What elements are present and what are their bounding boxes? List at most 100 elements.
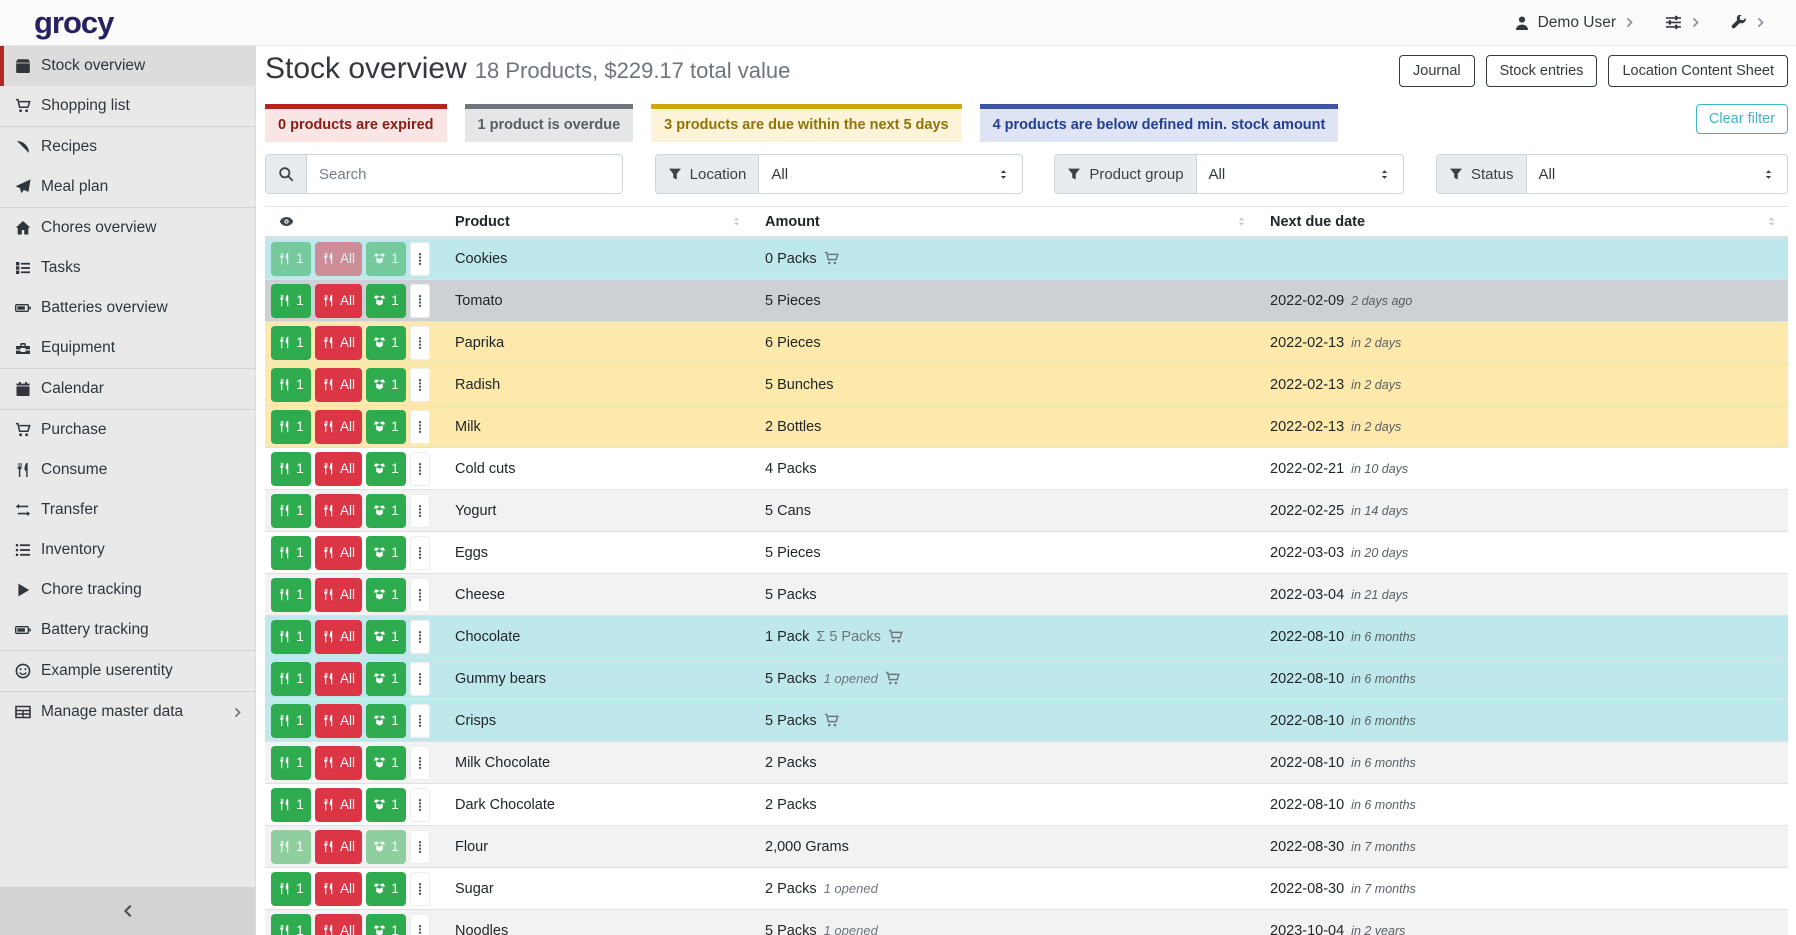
- sidebar-item-tasks[interactable]: Tasks: [0, 248, 255, 288]
- consume-all-button[interactable]: All: [315, 577, 363, 612]
- consume-all-button[interactable]: All: [315, 241, 363, 276]
- row-menu-button[interactable]: [410, 367, 431, 402]
- status-card-expired[interactable]: 0 products are expired: [265, 104, 447, 142]
- row-menu-button[interactable]: [410, 913, 431, 935]
- consume-one-button[interactable]: 1: [271, 493, 311, 528]
- open-one-button[interactable]: 1: [366, 409, 407, 444]
- admin-menu[interactable]: [1731, 14, 1766, 31]
- sidebar-item-meal-plan[interactable]: Meal plan: [0, 167, 255, 207]
- location-filter-select[interactable]: All: [759, 155, 1021, 193]
- app-logo[interactable]: grocy: [34, 4, 114, 40]
- consume-one-button[interactable]: 1: [271, 451, 311, 486]
- consume-all-button[interactable]: All: [315, 283, 363, 318]
- status-card-1-product-is-overdue[interactable]: 1 product is overdue: [464, 104, 634, 142]
- consume-all-button[interactable]: All: [315, 451, 363, 486]
- row-menu-button[interactable]: [410, 745, 431, 780]
- row-menu-button[interactable]: [410, 787, 431, 822]
- open-one-button[interactable]: 1: [366, 787, 407, 822]
- consume-one-button[interactable]: 1: [271, 409, 311, 444]
- column-header-next-due-date[interactable]: Next due date: [1258, 207, 1788, 236]
- row-menu-button[interactable]: [410, 871, 431, 906]
- open-one-button[interactable]: 1: [366, 451, 407, 486]
- consume-all-button[interactable]: All: [315, 367, 363, 402]
- open-one-button[interactable]: 1: [366, 493, 407, 528]
- row-menu-button[interactable]: [410, 619, 431, 654]
- row-menu-button[interactable]: [410, 241, 431, 276]
- consume-all-button[interactable]: All: [315, 535, 363, 570]
- row-menu-button[interactable]: [410, 829, 431, 864]
- consume-one-button[interactable]: 1: [271, 241, 311, 276]
- consume-all-button[interactable]: All: [315, 409, 363, 444]
- open-one-button[interactable]: 1: [366, 913, 407, 935]
- consume-one-button[interactable]: 1: [271, 619, 311, 654]
- row-menu-button[interactable]: [410, 409, 431, 444]
- consume-all-button[interactable]: All: [315, 325, 363, 360]
- consume-all-button[interactable]: All: [315, 619, 363, 654]
- sidebar-item-example-userentity[interactable]: Example userentity: [0, 651, 255, 691]
- consume-one-button[interactable]: 1: [271, 283, 311, 318]
- consume-one-button[interactable]: 1: [271, 367, 311, 402]
- open-one-button[interactable]: 1: [366, 871, 407, 906]
- sidebar-item-transfer[interactable]: Transfer: [0, 490, 255, 530]
- consume-one-button[interactable]: 1: [271, 535, 311, 570]
- row-menu-button[interactable]: [410, 283, 431, 318]
- status-filter-select[interactable]: All: [1527, 155, 1787, 193]
- consume-one-button[interactable]: 1: [271, 913, 311, 935]
- journal-button[interactable]: Journal: [1399, 55, 1475, 87]
- clear-filter-button[interactable]: Clear filter: [1695, 104, 1788, 134]
- open-one-button[interactable]: 1: [366, 367, 407, 402]
- sidebar-item-purchase[interactable]: Purchase: [0, 410, 255, 450]
- row-menu-button[interactable]: [410, 661, 431, 696]
- sidebar-item-equipment[interactable]: Equipment: [0, 328, 255, 368]
- sidebar-item-chores-overview[interactable]: Chores overview: [0, 208, 255, 248]
- consume-all-button[interactable]: All: [315, 829, 363, 864]
- open-one-button[interactable]: 1: [366, 535, 407, 570]
- consume-all-button[interactable]: All: [315, 661, 363, 696]
- sidebar-item-manage-master-data[interactable]: Manage master data: [0, 692, 255, 732]
- consume-all-button[interactable]: All: [315, 787, 363, 822]
- consume-one-button[interactable]: 1: [271, 577, 311, 612]
- row-menu-button[interactable]: [410, 325, 431, 360]
- consume-one-button[interactable]: 1: [271, 703, 311, 738]
- consume-one-button[interactable]: 1: [271, 871, 311, 906]
- sidebar-item-chore-tracking[interactable]: Chore tracking: [0, 570, 255, 610]
- status-card-due-within-the-next-5-days[interactable]: 3 products are due within the next 5 day…: [651, 104, 962, 142]
- row-menu-button[interactable]: [410, 577, 431, 612]
- consume-one-button[interactable]: 1: [271, 745, 311, 780]
- status-card-below-defined-min-stock-amount[interactable]: 4 products are below defined min. stock …: [979, 104, 1339, 142]
- sidebar-item-shopping-list[interactable]: Shopping list: [0, 86, 255, 126]
- user-menu[interactable]: Demo User: [1514, 14, 1635, 32]
- row-menu-button[interactable]: [410, 493, 431, 528]
- open-one-button[interactable]: 1: [366, 325, 407, 360]
- search-input[interactable]: [307, 155, 622, 193]
- sidebar-item-inventory[interactable]: Inventory: [0, 530, 255, 570]
- sidebar-item-stock-overview[interactable]: Stock overview: [0, 46, 255, 86]
- sidebar-item-calendar[interactable]: Calendar: [0, 369, 255, 409]
- stock-entries-button[interactable]: Stock entries: [1485, 55, 1598, 87]
- sidebar-item-recipes[interactable]: Recipes: [0, 127, 255, 167]
- consume-one-button[interactable]: 1: [271, 787, 311, 822]
- consume-one-button[interactable]: 1: [271, 661, 311, 696]
- consume-all-button[interactable]: All: [315, 493, 363, 528]
- consume-all-button[interactable]: All: [315, 745, 363, 780]
- consume-all-button[interactable]: All: [315, 871, 363, 906]
- row-menu-button[interactable]: [410, 451, 431, 486]
- column-header-amount[interactable]: Amount: [753, 207, 1258, 236]
- location-content-sheet-button[interactable]: Location Content Sheet: [1608, 55, 1788, 87]
- product-group-filter-select[interactable]: All: [1197, 155, 1404, 193]
- open-one-button[interactable]: 1: [366, 661, 407, 696]
- consume-all-button[interactable]: All: [315, 703, 363, 738]
- consume-all-button[interactable]: All: [315, 913, 363, 935]
- sidebar-item-battery-tracking[interactable]: Battery tracking: [0, 610, 255, 650]
- sidebar-collapse-button[interactable]: [0, 887, 255, 935]
- consume-one-button[interactable]: 1: [271, 829, 311, 864]
- sidebar-item-consume[interactable]: Consume: [0, 450, 255, 490]
- column-header-product[interactable]: Product: [443, 207, 753, 236]
- open-one-button[interactable]: 1: [366, 241, 407, 276]
- sidebar-item-batteries-overview[interactable]: Batteries overview: [0, 288, 255, 328]
- settings-menu[interactable]: [1665, 14, 1701, 31]
- open-one-button[interactable]: 1: [366, 619, 407, 654]
- open-one-button[interactable]: 1: [366, 577, 407, 612]
- open-one-button[interactable]: 1: [366, 745, 407, 780]
- row-menu-button[interactable]: [410, 703, 431, 738]
